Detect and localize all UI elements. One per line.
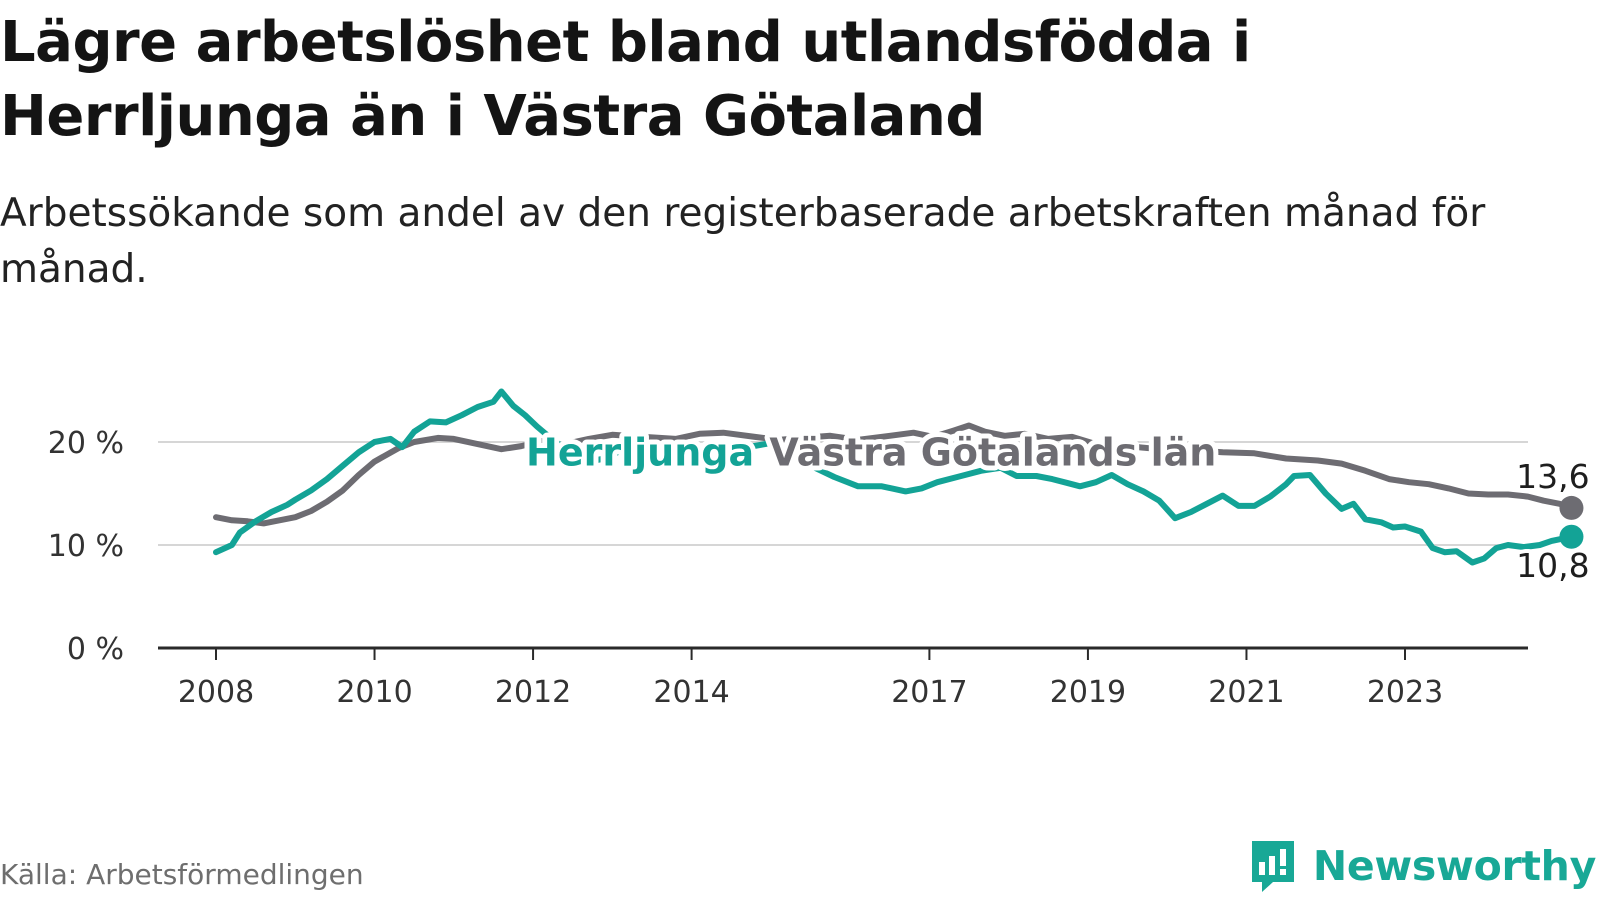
series-line — [213, 422, 1575, 527]
series-name-label: Västra Götalands län — [769, 430, 1216, 474]
x-tick-label: 2014 — [653, 675, 729, 710]
x-tick-label: 2023 — [1367, 675, 1443, 710]
x-axis: 0 % 10 % 20 % 2008 2010 2012 2014 2017 2019 2021 2… — [48, 426, 1528, 710]
brand: Newsworthy — [1249, 838, 1596, 894]
x-tick-label: 2019 — [1050, 675, 1126, 710]
series-lines — [213, 388, 1584, 566]
end-value-label: 10,8 % — [1516, 546, 1600, 585]
x-tick-label: 2010 — [336, 675, 412, 710]
x-tick-label: 2017 — [891, 675, 967, 710]
x-tick-label: 2021 — [1208, 675, 1284, 710]
x-tick-label: 2012 — [495, 675, 571, 710]
y-tick-label: 20 % — [48, 426, 124, 461]
end-value-label: 13,6 % — [1516, 457, 1600, 496]
newsworthy-logo-icon — [1251, 841, 1294, 892]
brand-name: Newsworthy — [1312, 842, 1596, 890]
chart-subtitle: Arbetssökande som andel av den registerb… — [0, 191, 1486, 292]
series-name-label: Herrljunga — [526, 430, 754, 474]
series-line — [213, 388, 1575, 566]
x-tick-label: 2008 — [178, 675, 254, 710]
data-labels: 10,8 % 13,6 % Herrljunga Västra Götalands l… — [521, 425, 1600, 588]
chart-title: Lägre arbetslöshet bland utlandsfödda i … — [0, 10, 1251, 149]
y-tick-label: 10 % — [48, 529, 124, 564]
y-tick-label: 0 % — [67, 632, 124, 667]
source-note: Källa: Arbetsförmedlingen — [0, 858, 364, 891]
series-end-point — [1559, 495, 1584, 520]
series-end-point — [1559, 524, 1584, 549]
